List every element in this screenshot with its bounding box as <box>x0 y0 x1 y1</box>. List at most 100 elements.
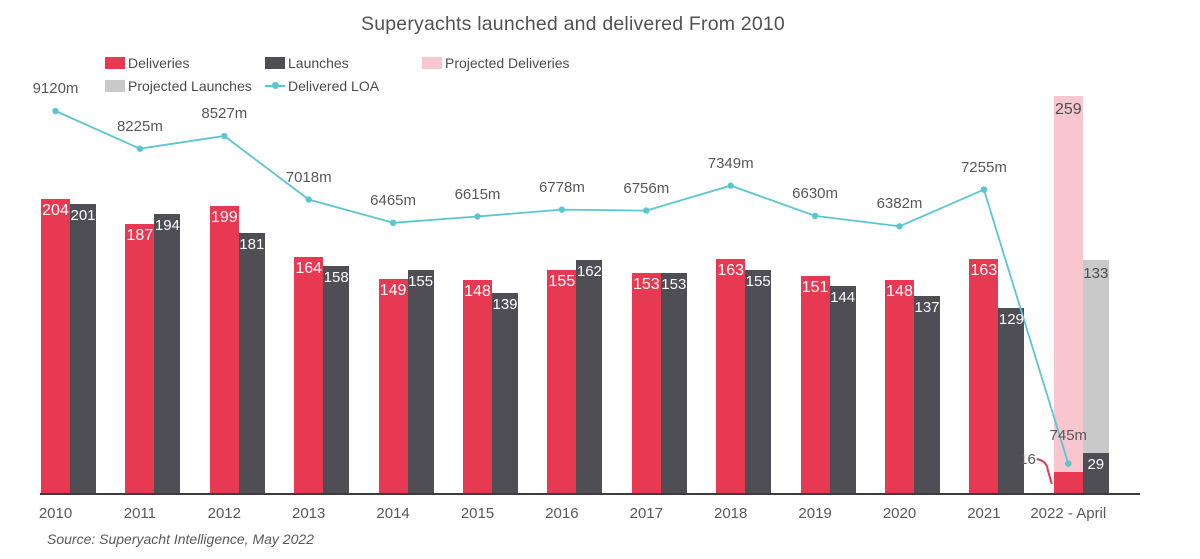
bar-label-deliveries: 204 <box>42 202 69 220</box>
bar-label-launches: 162 <box>576 263 602 281</box>
bar-label-launches: 139 <box>492 296 518 314</box>
legend-label: Projected Deliveries <box>445 54 570 71</box>
bar-launches <box>1082 452 1109 495</box>
legend-item-projected-launches: Projected Launches <box>105 77 252 94</box>
bar-deliveries <box>631 273 661 495</box>
bar-deliveries <box>800 276 830 495</box>
bar-label-deliveries: 149 <box>379 281 407 299</box>
loa-point-label: 6756m <box>623 179 670 197</box>
x-axis-tick-label: 2011 <box>123 505 157 522</box>
bar-deliveries <box>125 223 155 495</box>
loa-point-dot <box>221 132 228 140</box>
bar-label-launches: 144 <box>830 289 856 307</box>
loa-point-label: 6465m <box>370 191 417 209</box>
bar-label-launches: 129 <box>998 310 1024 328</box>
x-axis-tick-label: 2016 <box>545 505 579 522</box>
bar-label-launches: 194 <box>154 216 180 234</box>
small-bar-callout-line <box>1036 458 1053 485</box>
bar-label-deliveries: 148 <box>464 283 491 301</box>
legend-item-delivered-loa: Delivered LOA <box>265 77 380 94</box>
x-axis-tick-label: 2014 <box>376 505 410 522</box>
loa-point-dot <box>811 212 819 220</box>
legend-dot-icon <box>271 82 279 89</box>
loa-point-dot <box>558 206 566 213</box>
loa-point-label: 7255m <box>960 158 1007 176</box>
legend-label: Projected Launches <box>128 77 252 94</box>
loa-point-label: 9120m <box>32 80 79 98</box>
bar-label-launches: 201 <box>70 206 96 224</box>
legend-item-launches: Launches <box>265 55 349 71</box>
legend-swatch-icon <box>105 56 125 69</box>
bar-label-deliveries: 153 <box>632 276 660 294</box>
x-axis-tick-label: 2010 <box>38 505 73 522</box>
loa-point-label: 745m <box>1049 426 1088 444</box>
loa-point-dot <box>52 107 59 115</box>
legend-label: Delivered LOA <box>288 77 380 94</box>
bar-launches <box>492 293 518 495</box>
x-axis-tick-label: 2018 <box>714 505 748 522</box>
x-axis-tick-label: 2019 <box>798 505 832 522</box>
bar-launches <box>829 286 856 495</box>
bar-label-launches: 137 <box>914 299 940 317</box>
bar-label-launches: 158 <box>323 268 349 286</box>
bar-label-launches: 181 <box>239 235 265 253</box>
bar-label-projected-deliveries: 259 <box>1054 101 1082 119</box>
bar-deliveries <box>716 258 746 495</box>
x-axis-tick-label: 2015 <box>460 505 495 522</box>
legend-label: Deliveries <box>128 54 190 71</box>
legend-line-marker-icon <box>265 80 285 92</box>
x-axis-tick-label: 2017 <box>629 505 663 522</box>
loa-point-dot <box>727 182 734 189</box>
loa-point-label: 6630m <box>792 184 839 202</box>
bar-label-deliveries: 163 <box>717 261 745 279</box>
x-axis-tick-label: 2012 <box>207 505 241 522</box>
bar-launches <box>323 265 350 495</box>
bar-callout-label-deliveries: 16 <box>1019 451 1036 468</box>
bar-launches <box>914 296 940 495</box>
bar-deliveries <box>378 278 408 495</box>
loa-point-label: 8225m <box>116 117 163 135</box>
bar-label-launches: 153 <box>661 276 687 294</box>
bar-deliveries <box>209 206 239 495</box>
x-axis-tick-label: 2013 <box>292 505 326 522</box>
chart-title: Superyachts launched and delivered From … <box>361 13 785 35</box>
bar-launches <box>407 270 434 495</box>
bar-label-deliveries: 148 <box>886 283 913 301</box>
loa-point-label: 6778m <box>538 178 585 196</box>
legend-item-deliveries: Deliveries <box>105 54 190 71</box>
loa-point-dot <box>389 219 397 227</box>
bar-label-launches: 155 <box>408 273 434 291</box>
legend-item-projected-deliveries: Projected Deliveries <box>422 54 570 71</box>
bar-label-deliveries: 164 <box>295 260 323 278</box>
bar-label-deliveries: 187 <box>126 226 154 244</box>
bar-launches <box>660 273 687 495</box>
loa-point-dot <box>136 145 144 152</box>
loa-point-dot <box>474 213 481 220</box>
bar-launches <box>154 213 181 495</box>
legend-swatch-icon <box>422 56 442 69</box>
bar-launches <box>745 270 772 495</box>
bar-label-deliveries: 151 <box>801 279 829 297</box>
bar-launches <box>576 260 603 495</box>
bar-projected-launches <box>1082 260 1109 453</box>
x-axis-line <box>40 493 1140 495</box>
legend-swatch-icon <box>265 56 285 69</box>
loa-point-dot <box>980 186 988 193</box>
loa-point-label: 7349m <box>707 154 754 172</box>
bar-deliveries <box>463 280 492 495</box>
bar-projected-deliveries <box>1053 96 1083 472</box>
loa-point-label: 7018m <box>285 168 332 186</box>
bar-label-deliveries: 163 <box>970 261 998 279</box>
loa-point-dot <box>896 223 903 230</box>
loa-point-dot <box>305 196 312 203</box>
loa-point-label: 6382m <box>876 195 923 213</box>
bar-deliveries <box>294 257 324 495</box>
loa-point-label: 6615m <box>454 185 501 203</box>
x-axis-tick-label: 2021 <box>967 505 1001 522</box>
bar-deliveries <box>885 280 914 495</box>
bar-label-projected-launches: 133 <box>1083 265 1109 283</box>
loa-point-dot <box>643 207 650 214</box>
bar-deliveries <box>547 270 577 495</box>
